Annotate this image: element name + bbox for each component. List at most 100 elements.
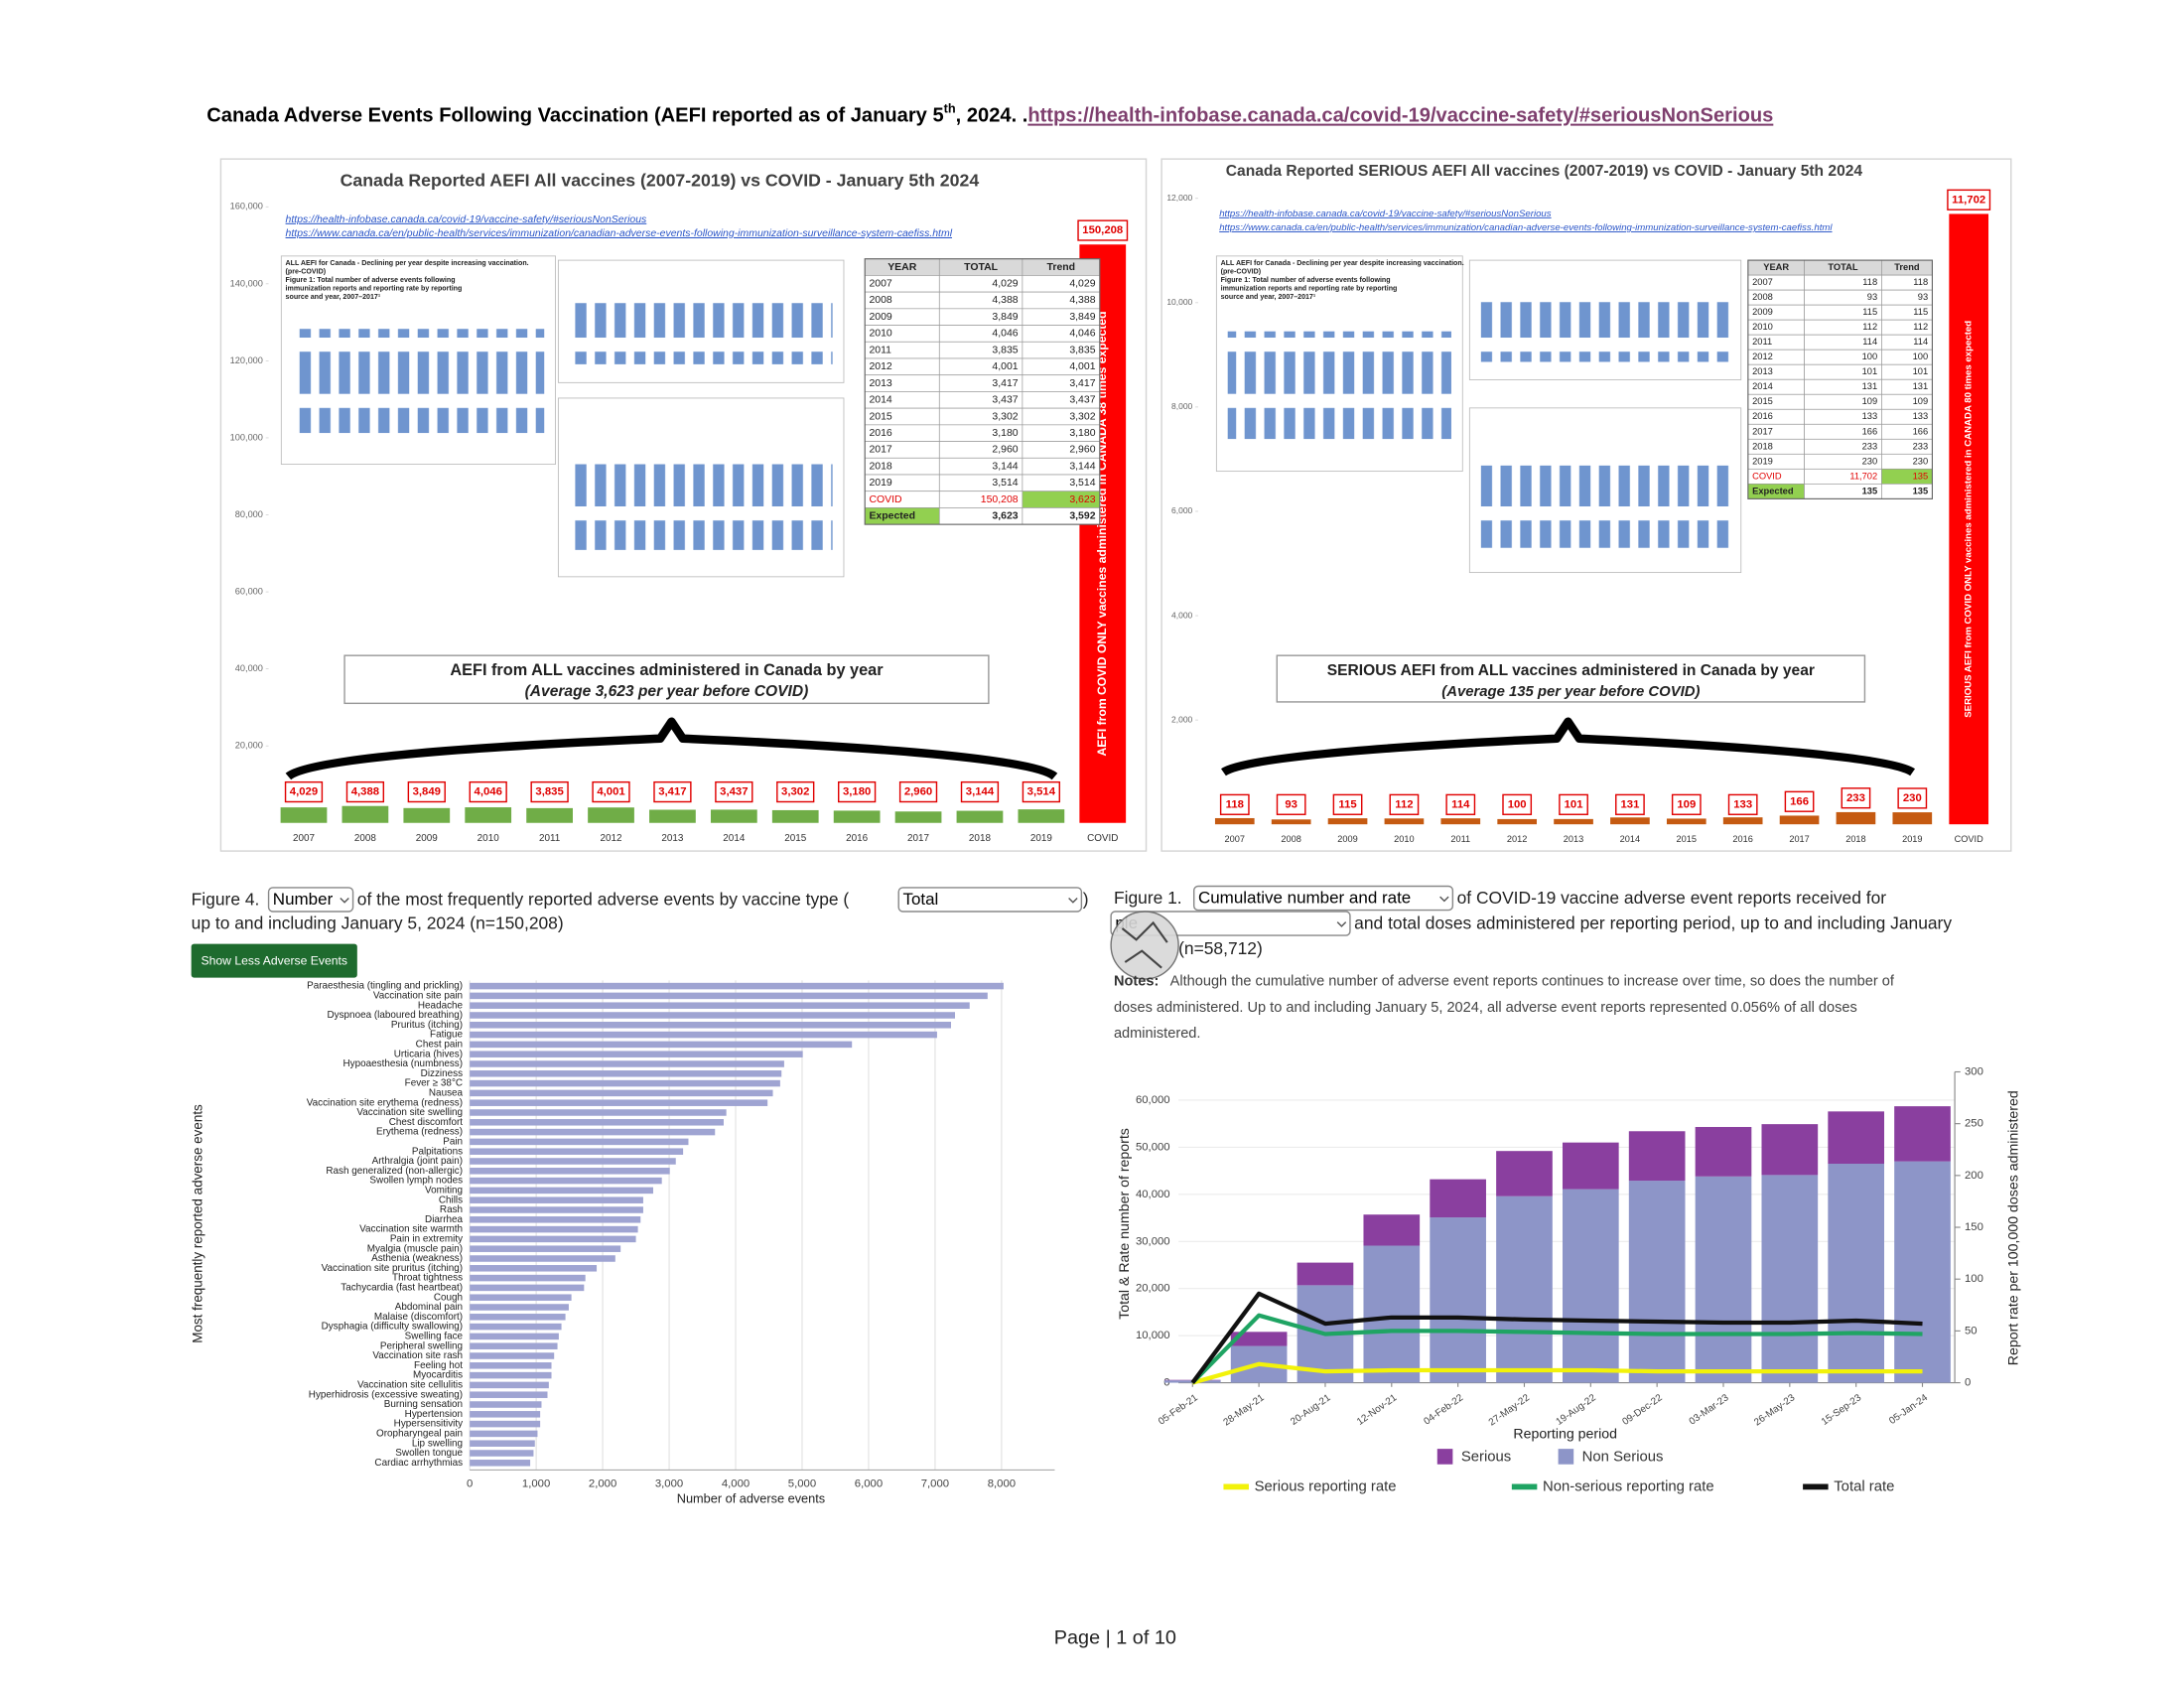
bar-segment (1628, 1131, 1686, 1182)
value-label: 115 (1338, 798, 1356, 810)
value-label-box (1727, 793, 1758, 815)
table-text: 4,046 (1069, 329, 1095, 340)
value-label-box (1219, 793, 1250, 815)
table-text: 4,029 (1069, 279, 1095, 290)
value-label: 100 (1508, 798, 1527, 810)
bar (1836, 811, 1876, 825)
value-label-box (898, 780, 938, 803)
select-box[interactable] (897, 887, 1083, 913)
bar (470, 1168, 670, 1175)
y-axis-label: Total & Rate number of reports (1117, 1128, 1133, 1320)
table-text: 118 (1913, 277, 1928, 287)
table-text: 3,437 (992, 395, 1018, 406)
table-text: 101 (1913, 366, 1929, 376)
y-tick-label: Hyperhidrosis (excessive sweating) (309, 1389, 463, 1400)
y-tick-label: 4,000 (1171, 610, 1193, 620)
table-text: 2007 (869, 279, 891, 290)
toggle-button[interactable] (191, 943, 357, 978)
table-text: 115 (1913, 307, 1928, 317)
bar (470, 1206, 643, 1213)
y-tick-label: Pain in extremity (390, 1234, 463, 1245)
figure-title: (n=58,712) (1178, 938, 1263, 958)
bar-note: SERIOUS AEFI from COVID ONLY vaccines ad… (1964, 321, 1975, 718)
table-text: 109 (1862, 396, 1878, 406)
select-value[interactable]: Total (902, 890, 938, 909)
figure-title: ) (1083, 889, 1089, 909)
y-tick-label: Erythema (redness) (376, 1127, 463, 1138)
bar (470, 1089, 773, 1097)
inset-note: immunization reports and reporting rate … (1221, 284, 1398, 292)
y-tick-label: 2,000 (1171, 714, 1193, 724)
table-text: 112 (1862, 322, 1877, 332)
table-text: 2011 (1752, 337, 1772, 347)
table-text: 3,849 (1069, 312, 1095, 323)
y-tick-label: Chest pain (416, 1040, 463, 1051)
x-axis-label: Reporting period (1513, 1427, 1617, 1443)
table-text: COVID (1752, 471, 1782, 481)
table-text: 118 (1862, 277, 1877, 287)
y2-tick-label: 150 (1965, 1221, 1983, 1233)
table-text: 2019 (1752, 456, 1773, 466)
page-footer: Page | 1 of 10 (1054, 1627, 1176, 1649)
select-chevron (1336, 921, 1347, 927)
source-link: https://www.canada.ca/en/public-health/s… (286, 228, 953, 239)
table-text: 150,208 (981, 494, 1019, 505)
table-text: 166 (1862, 426, 1878, 436)
select-value[interactable]: Number (273, 890, 334, 909)
inset-bars (1480, 302, 1730, 362)
value-label-box (1077, 219, 1129, 241)
inset-note: source and year, 2007–2017¹ (1221, 293, 1316, 301)
button-label[interactable]: Show Less Adverse Events (201, 954, 347, 968)
value-label: 3,417 (658, 786, 686, 798)
table-text: 2019 (869, 478, 891, 489)
x-tick-label: 2015 (784, 833, 807, 844)
bar (280, 807, 328, 823)
y-tick-label: Peripheral swelling (380, 1340, 463, 1351)
y-tick-label: 40,000 (235, 663, 263, 673)
value-label-box (1615, 793, 1645, 815)
x-tick-label: 2017 (907, 833, 930, 844)
bar (1384, 818, 1425, 825)
title-link: https://health-infobase.canada.ca/covid-… (1027, 105, 1773, 127)
y-tick-label: 10,000 (1166, 297, 1192, 307)
y-tick-label: Vaccination site swelling (356, 1107, 463, 1118)
x-tick-label: 2011 (539, 833, 561, 844)
legend-label: Serious (1461, 1450, 1511, 1466)
bar (470, 1460, 531, 1467)
table-text: 2018 (1752, 441, 1773, 451)
table-header: YEAR (887, 262, 917, 273)
y-tick-label: Feeling hot (414, 1360, 463, 1371)
annotation-text: AEFI from ALL vaccines administered in C… (450, 661, 884, 679)
chart-title: Canada Reported AEFI All vaccines (2007-… (341, 170, 980, 190)
bar-segment (1894, 1106, 1951, 1162)
table-text: 3,437 (1069, 395, 1095, 406)
bar (470, 1255, 615, 1262)
value-label: 133 (1733, 798, 1752, 810)
x-tick-label: 4,000 (722, 1478, 750, 1490)
y-tick-label: 140,000 (230, 278, 263, 288)
bar (894, 811, 942, 823)
select-value[interactable]: Cumulative number and rate (1198, 889, 1411, 908)
select-box[interactable] (1192, 885, 1454, 912)
y-tick-label: Asthenia (weakness) (371, 1253, 463, 1264)
y2-tick-label: 100 (1965, 1273, 1983, 1285)
table-text: 2014 (1752, 381, 1773, 391)
bar (1779, 815, 1820, 825)
value-label: 101 (1565, 798, 1583, 810)
x-tick-label: 2009 (1337, 834, 1357, 844)
y-tick-label: Arthralgia (joint pain) (372, 1156, 463, 1167)
y-tick-label: Myalgia (muscle pain) (367, 1243, 463, 1254)
value-label-box (1276, 793, 1306, 815)
source-link: https://www.canada.ca/en/public-health/s… (1219, 222, 1833, 233)
y-tick-label: Vaccination site pruritus (itching) (322, 1263, 463, 1274)
bar (470, 1002, 970, 1009)
bar (470, 1051, 803, 1057)
x-tick-label: 2010 (1394, 834, 1414, 844)
table-text: COVID (869, 494, 902, 505)
x-tick-label: 2010 (478, 833, 500, 844)
select-box[interactable] (267, 887, 354, 913)
bar (470, 1333, 559, 1340)
value-label: 114 (1451, 798, 1470, 810)
y-tick-label: Hypersensitivity (394, 1419, 463, 1430)
value-label: 118 (1226, 798, 1244, 810)
